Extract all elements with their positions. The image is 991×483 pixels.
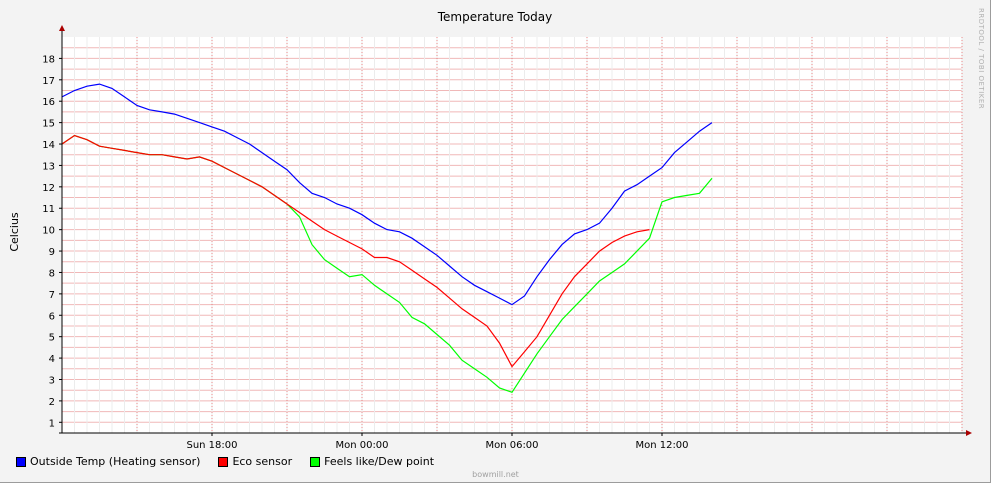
x-tick-label: Mon 12:00 xyxy=(635,440,688,451)
y-tick-label: 2 xyxy=(49,397,55,408)
legend-item-outside-temp: Outside Temp (Heating sensor) xyxy=(16,455,200,468)
legend-item-feels-like: Feels like/Dew point xyxy=(310,455,434,468)
y-tick-label: 9 xyxy=(49,247,55,258)
x-tick-labels: Sun 18:00 Mon 00:00 Mon 06:00 Mon 12:00 xyxy=(186,433,689,451)
legend-label-outside-temp: Outside Temp (Heating sensor) xyxy=(30,455,201,468)
y-tick-label: 17 xyxy=(42,76,55,87)
watermark-text: RRDTOOL / TOBI OETIKER xyxy=(977,8,985,110)
y-axis-label: Celcius xyxy=(8,212,21,252)
x-tick-label: Mon 00:00 xyxy=(335,440,388,451)
y-tick-label: 15 xyxy=(42,119,55,130)
y-tick-label: 1 xyxy=(49,418,55,429)
y-tick-label: 11 xyxy=(42,204,55,215)
y-tick-label: 4 xyxy=(49,354,55,365)
legend-swatch-eco-sensor xyxy=(218,456,229,467)
y-tick-label: 14 xyxy=(42,140,55,151)
y-axis-arrow xyxy=(59,25,65,31)
x-tick-label: Mon 06:00 xyxy=(485,440,538,451)
credit-text: bowmill.net xyxy=(472,470,519,479)
y-tick-label: 3 xyxy=(49,375,55,386)
series-line-outside-temp-heating-sensor xyxy=(61,83,713,306)
y-tick-label: 5 xyxy=(49,333,55,344)
x-tick-label: Sun 18:00 xyxy=(186,440,237,451)
legend-swatch-feels-like xyxy=(310,456,321,467)
y-tick-label: 10 xyxy=(42,226,55,237)
y-tick-label: 8 xyxy=(49,268,55,279)
y-tick-label: 7 xyxy=(49,290,55,301)
legend-label-eco-sensor: Eco sensor xyxy=(232,455,293,468)
x-axis-arrow xyxy=(966,430,972,436)
legend-label-feels-like: Feels like/Dew point xyxy=(324,455,435,468)
y-tick-label: 18 xyxy=(42,54,55,65)
series-line-eco-sensor xyxy=(61,134,650,368)
y-tick-label: 16 xyxy=(42,97,55,108)
legend-item-eco-sensor: Eco sensor xyxy=(218,455,292,468)
chart-title: Temperature Today xyxy=(437,10,553,24)
series-layer xyxy=(61,83,713,394)
chart-legend: Outside Temp (Heating sensor) Eco sensor… xyxy=(16,455,434,468)
y-tick-label: 6 xyxy=(49,311,55,322)
legend-swatch-outside-temp xyxy=(16,456,26,467)
y-tick-label: 12 xyxy=(42,183,55,194)
y-tick-label: 13 xyxy=(42,161,55,172)
